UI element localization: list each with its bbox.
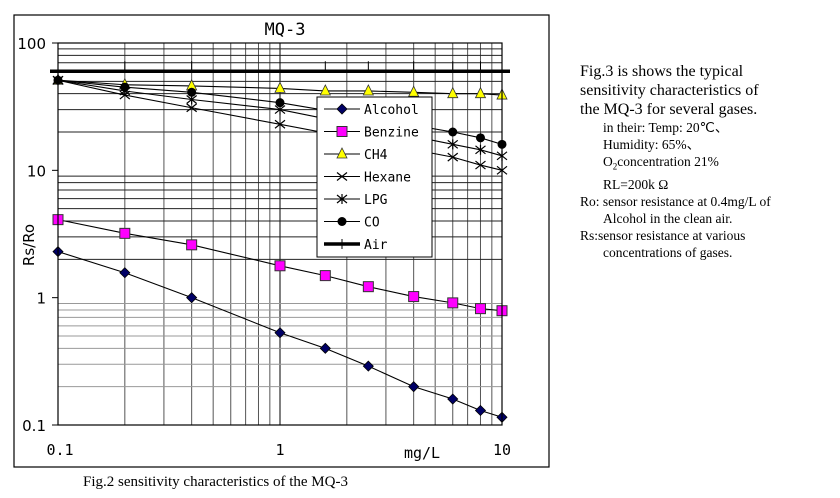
o2-sub: 2: [612, 161, 618, 172]
x-tick-label: 1: [275, 441, 284, 459]
marker-diamond: [336, 103, 348, 115]
marker-star: [336, 194, 348, 204]
marker-square: [362, 281, 374, 293]
marker-x: [274, 119, 286, 129]
marker-diamond: [274, 327, 286, 339]
marker-x: [447, 152, 459, 162]
marker-square: [119, 227, 131, 239]
marker-triangle: [336, 147, 348, 159]
marker-triangle: [447, 86, 459, 99]
condition-o2: O2concentration 21%: [580, 153, 771, 176]
x-tick-label: 10: [493, 441, 511, 459]
figure-caption: Fig.2 sensitivity characteristics of the…: [83, 474, 348, 490]
marker-x: [186, 103, 198, 113]
side-note: Fig.3 is shows the typical sensitivity c…: [580, 62, 771, 261]
marker-triangle: [362, 84, 374, 96]
marker-star: [475, 144, 486, 155]
legend-label: Hexane: [364, 171, 411, 186]
legend: Alcohol Benzine CH4 Hexane LPG CO Air: [316, 96, 433, 258]
y-tick-label: 1: [36, 290, 46, 308]
marker-triangle: [274, 81, 286, 93]
series-line-ch4: [57, 79, 503, 96]
legend-label: Air: [364, 238, 388, 253]
marker-square: [186, 239, 198, 251]
series-line-alcohol: [57, 251, 503, 418]
y-tick-label: 0.1: [22, 417, 46, 435]
marker-triangle: [474, 86, 487, 99]
ro-definition-cont: Alcohol in the clean air.: [603, 210, 733, 226]
marker-diamond: [408, 381, 420, 393]
axis-ticks: 100 10 1 0.10.1 1 10: [17, 35, 511, 459]
y-tick-label: 100: [17, 35, 46, 53]
marker-circle: [275, 98, 285, 108]
side-note-line: sensitivity characteristics of: [580, 82, 759, 99]
marker-square: [319, 270, 331, 282]
condition-humidity: Humidity: 65%、: [603, 137, 701, 152]
x-axis-label: mg/L: [404, 444, 440, 462]
marker-triangle: [408, 85, 420, 97]
side-note-line: Fig.3 is shows the typical: [580, 63, 744, 80]
marker-star: [447, 139, 459, 150]
x-tick-label: 0.1: [46, 441, 73, 459]
marker-square: [408, 291, 420, 303]
series-line-benzine: [57, 219, 503, 312]
marker-circle: [187, 87, 197, 97]
marker-x: [336, 172, 348, 181]
legend-label: CH4: [364, 148, 388, 163]
legend-label: LPG: [364, 193, 388, 208]
side-note-line: the MQ-3 for several gases.: [580, 101, 758, 118]
chart-title: MQ-3: [265, 20, 306, 40]
marker-square: [336, 126, 348, 137]
marker-circle: [448, 127, 458, 137]
marker-circle: [337, 217, 347, 226]
y-tick-label: 10: [27, 162, 46, 180]
marker-circle: [120, 82, 130, 92]
marker-diamond: [447, 393, 459, 405]
marker-diamond: [362, 360, 374, 372]
o2-text: concentration 21%: [617, 154, 719, 169]
marker-x: [475, 160, 486, 170]
ro-definition: Ro: sensor resistance at 0.4mg/L of: [580, 193, 771, 209]
y-axis-label: Rs/Ro: [20, 224, 38, 266]
marker-square: [274, 260, 286, 272]
marker-diamond: [474, 404, 487, 417]
condition-rl: RL=200k Ω: [603, 176, 669, 192]
marker-diamond: [186, 292, 198, 304]
o2-prefix: O: [603, 154, 613, 169]
marker-diamond: [119, 267, 131, 279]
markers: [52, 61, 508, 423]
marker-diamond: [319, 342, 331, 354]
legend-label: CO: [364, 216, 380, 231]
legend-label: Alcohol: [364, 103, 419, 118]
condition-temp: in their: Temp: 20℃、: [603, 120, 729, 135]
marker-circle: [475, 133, 485, 143]
marker-square: [474, 303, 486, 315]
legend-label: Benzine: [364, 126, 419, 141]
marker-square: [447, 297, 459, 309]
marker-triangle: [319, 84, 331, 96]
rs-definition: Rs:sensor resistance at various: [580, 227, 746, 243]
rs-definition-cont: concentrations of gases.: [603, 244, 733, 260]
plot-border: [57, 42, 503, 426]
